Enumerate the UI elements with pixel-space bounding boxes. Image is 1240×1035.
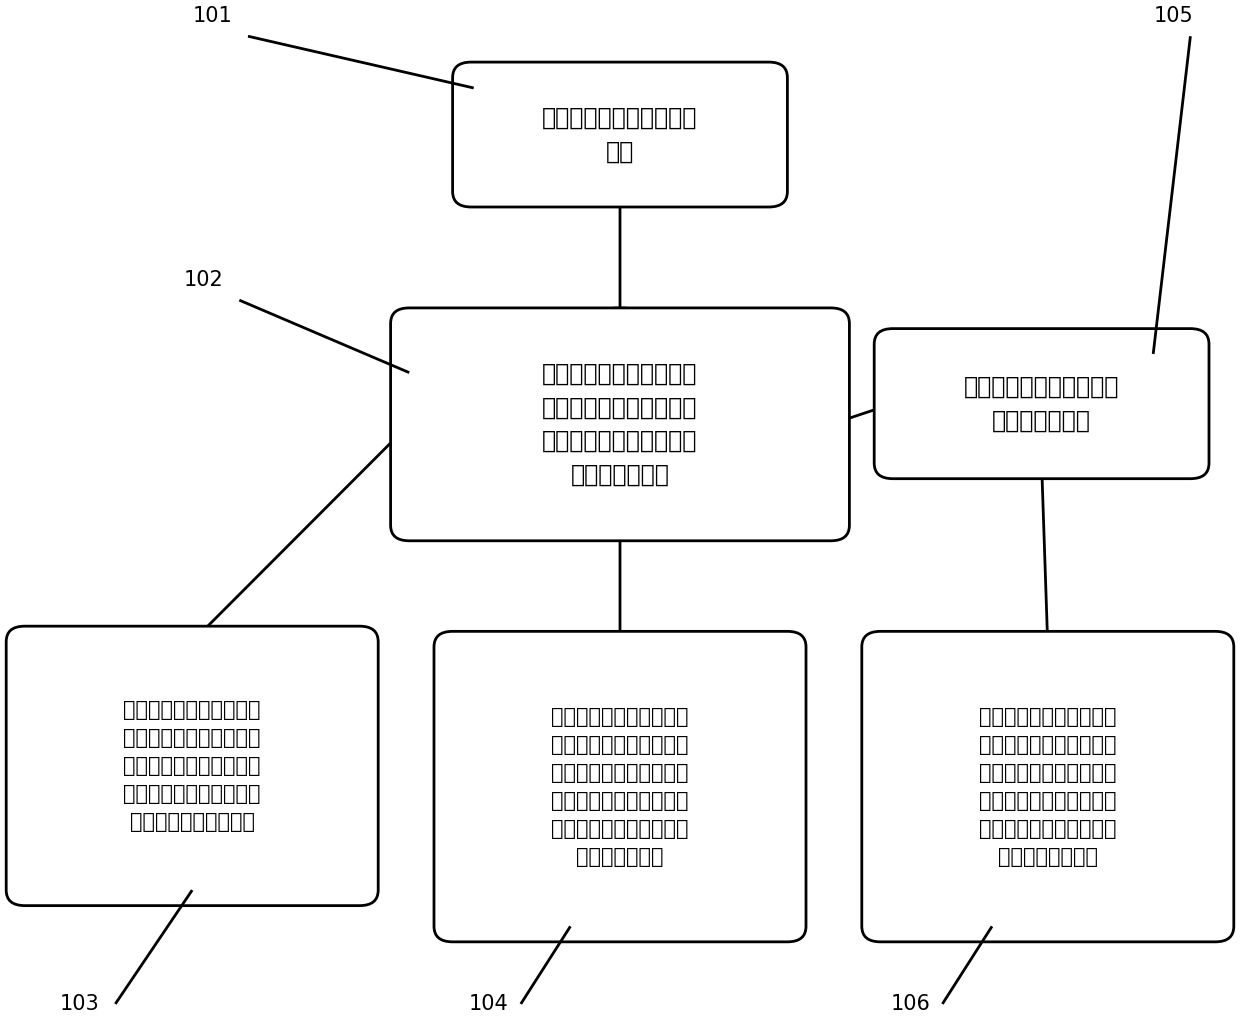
FancyBboxPatch shape: [434, 631, 806, 942]
Text: 105: 105: [1153, 6, 1193, 26]
Text: 根据所述增程器的工作状
态、所述第一温度和所述
第二温度，向所述移动装
置输入第二控制信号，调
节所述散热器片与所述加
热器之间的距离: 根据所述增程器的工作状 态、所述第一温度和所述 第二温度，向所述移动装 置输入第…: [552, 707, 688, 866]
Text: 101: 101: [192, 6, 232, 26]
FancyBboxPatch shape: [874, 329, 1209, 478]
FancyBboxPatch shape: [453, 62, 787, 207]
Text: 102: 102: [184, 270, 223, 290]
Text: 103: 103: [60, 995, 99, 1014]
Text: 106: 106: [890, 995, 930, 1014]
Text: 获取流出所述散热器片的
介质的第三温度: 获取流出所述散热器片的 介质的第三温度: [963, 375, 1120, 433]
Text: 获取汽车的增程器的工作
状态: 获取汽车的增程器的工作 状态: [542, 106, 698, 164]
FancyBboxPatch shape: [6, 626, 378, 906]
Text: 获取所述流通管路进入所
述散热器片内的介质的第
一温度和所述壳体的出风
口处的第二温度: 获取所述流通管路进入所 述散热器片内的介质的第 一温度和所述壳体的出风 口处的第…: [542, 362, 698, 486]
Text: 根据所述增程器的工作状
态、所述第一温度和所述
第二温度，向所述加热器
输出第一控制信号，调节
所述加热器的加热温度: 根据所述增程器的工作状 态、所述第一温度和所述 第二温度，向所述加热器 输出第一…: [124, 700, 260, 832]
Text: 104: 104: [469, 995, 508, 1014]
FancyBboxPatch shape: [862, 631, 1234, 942]
Text: 根据所述增程器的工作状
态、所述第一温度和所述
第三温度，向所述流通管
路输入第三控制信号，控
制所述流通管路中的介质
进入散热循环管路: 根据所述增程器的工作状 态、所述第一温度和所述 第三温度，向所述流通管 路输入第…: [980, 707, 1116, 866]
FancyBboxPatch shape: [391, 308, 849, 541]
